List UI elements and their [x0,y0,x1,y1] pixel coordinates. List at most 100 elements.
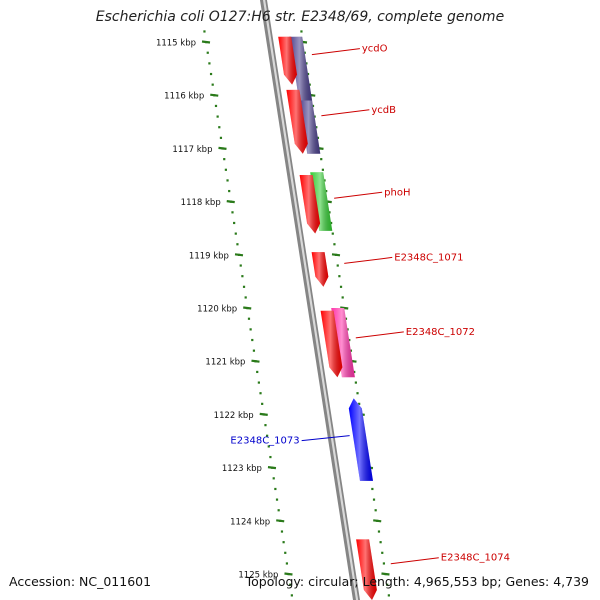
ruler-dot [251,338,254,342]
ruler-dot [285,562,289,565]
ruler-dot [259,392,262,395]
ruler-tick [251,359,260,363]
outer-dot [346,328,349,331]
leader-E2348C_1071 [344,256,393,264]
backbone-highlight [262,0,359,600]
ruler-dot [272,477,275,480]
outer-dot [379,541,382,544]
outer-dot [320,158,323,161]
outer-dot [386,583,389,586]
feature-ycdB [299,100,321,154]
ruler-dot [219,136,223,139]
ruler-dot [208,62,211,65]
outer-dot [333,243,336,246]
outer-dot [300,30,303,33]
outer-dot [338,275,341,278]
gene-E2348C_1071-shine [311,252,329,287]
tick-label: 1123 kbp [222,464,262,474]
ruler-dot [242,285,246,288]
ruler-tick [201,40,211,44]
leader-ycdB [321,109,370,117]
ruler-dot [266,434,269,437]
ruler-layer: 1115 kbp 1116 kbp 1117 kbp 1118 kbp 1119 kbp… [156,30,390,597]
ruler-dot [224,168,227,171]
ruler-dot [256,370,259,374]
tick-label: 1124 kbp [230,517,270,527]
accession-text: Accession: NC_011601 [9,574,152,589]
gene-E2348C_1073-shine [348,398,373,481]
leader-E2348C_1073 [301,435,350,442]
gene-phoH-shine [299,175,321,234]
outer-tick [331,253,341,257]
ruler-dot [252,349,256,352]
ruler-dot [231,211,234,214]
ruler-dot [267,445,270,448]
ruler-dot [241,275,244,278]
leader-E2348C_1072 [355,331,404,339]
gene-label-ycdO: ycdO [362,44,388,55]
outer-dot [349,349,353,352]
outer-dot [339,285,343,288]
ruler-tick [284,572,293,576]
feature-phoH-shine [310,172,333,231]
ruler-dot [275,498,279,501]
gene-E2348C_1072-shine [320,310,343,378]
tick-label: 1125 kbp [238,571,278,581]
feature-phoH [310,172,333,231]
outer-dot [341,296,344,299]
outer-tick [373,519,382,523]
ruler-dot [277,509,280,512]
gene-label-phoH: phoH [384,187,410,198]
outer-dot [354,381,357,384]
gene-phoH [299,175,321,234]
ruler-tick [259,412,268,416]
ruler-dot [290,594,293,597]
outer-dot [311,104,315,108]
ruler-tick [243,306,252,310]
gene-ycdB-shine [286,89,308,154]
outer-dot [358,402,361,405]
outer-dot [328,211,331,214]
tick-label: 1119 kbp [189,251,229,261]
ruler-dot [257,381,260,384]
ruler-dot [269,455,272,459]
feature-ycdO-shine [289,36,313,101]
gene-ycdB [286,89,308,154]
outer-dot [330,221,333,225]
outer-dot [316,136,320,139]
ruler-dot [244,296,247,299]
tick-label: 1122 kbp [214,411,254,421]
ruler-dot [247,317,251,320]
leader-phoH [334,191,383,199]
ruler-dot [211,83,214,86]
gene-E2348C_1074-shine [356,539,377,600]
ruler-dot [226,179,229,182]
ruler-dot [274,487,277,491]
outer-dot [371,487,374,491]
ruler-tick [234,253,244,257]
gene-E2348C_1073 [348,398,373,481]
feature-E2348C_1072 [331,308,355,378]
ruler-dot [249,328,252,331]
gene-label-ycdB: ycdB [371,105,396,116]
feature-layer [289,36,355,378]
gene-label-E2348C_1071: E2348C_1071 [394,252,463,263]
feature-E2348C_1072-shine [331,308,355,378]
leader-ycdO [311,48,360,56]
tick-label: 1120 kbp [197,305,237,315]
ruler-tick [267,466,277,470]
gene-ycdO-shine [278,36,297,85]
gene-E2348C_1074 [356,539,377,600]
outer-dot [356,392,359,395]
ruler-tick [210,93,219,97]
ruler-dot [203,30,206,33]
tick-label: 1121 kbp [205,358,245,368]
tick-label: 1117 kbp [172,145,212,155]
gene-label-E2348C_1072: E2348C_1072 [406,327,475,338]
ruler-dot [234,232,237,235]
outer-dot [308,83,311,86]
ruler-dot [284,551,287,554]
ruler-dot [216,115,219,118]
outer-dot [323,179,326,182]
